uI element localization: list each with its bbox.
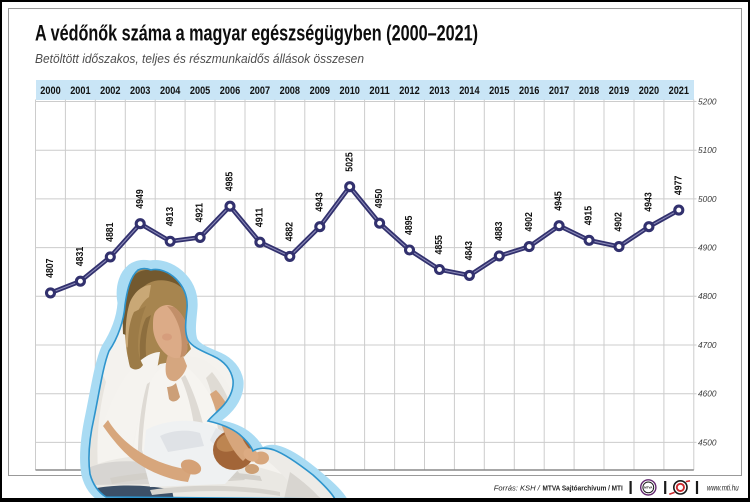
svg-text:2013: 2013 (429, 85, 449, 97)
svg-text:4915: 4915 (584, 205, 595, 225)
svg-text:5025: 5025 (344, 152, 355, 172)
svg-text:4949: 4949 (135, 189, 146, 209)
svg-text:4855: 4855 (434, 235, 445, 255)
svg-text:4700: 4700 (698, 340, 717, 350)
svg-text:4977: 4977 (673, 176, 684, 195)
svg-text:Betöltött időszakos, teljes és: Betöltött időszakos, teljes és részmunka… (35, 52, 364, 66)
svg-text:2019: 2019 (609, 85, 629, 97)
svg-text:4985: 4985 (225, 171, 236, 191)
svg-text:4902: 4902 (614, 212, 625, 231)
svg-text:4943: 4943 (644, 192, 655, 212)
svg-text:4911: 4911 (255, 207, 266, 227)
svg-text:2015: 2015 (489, 85, 509, 97)
svg-text:2003: 2003 (130, 85, 150, 97)
svg-text:2009: 2009 (310, 85, 330, 97)
svg-text:4943: 4943 (314, 192, 325, 212)
svg-text:2011: 2011 (369, 85, 389, 97)
svg-text:2000: 2000 (40, 85, 60, 97)
svg-text:2007: 2007 (250, 85, 270, 97)
svg-text:www.mti.hu: www.mti.hu (707, 483, 739, 492)
svg-text:4883: 4883 (494, 221, 505, 241)
svg-text:2016: 2016 (519, 85, 539, 97)
svg-text:4807: 4807 (45, 259, 56, 278)
svg-text:4921: 4921 (195, 202, 206, 222)
svg-text:2010: 2010 (340, 85, 360, 97)
svg-text:4800: 4800 (698, 291, 717, 301)
svg-text:Forrás: KSH /: Forrás: KSH / (494, 483, 541, 492)
svg-text:4831: 4831 (75, 246, 86, 266)
svg-text:4950: 4950 (374, 189, 385, 208)
svg-text:2006: 2006 (220, 85, 240, 97)
svg-text:2014: 2014 (459, 85, 479, 97)
svg-text:2002: 2002 (100, 85, 120, 97)
svg-text:4900: 4900 (698, 243, 717, 253)
svg-text:2021: 2021 (669, 85, 689, 97)
svg-text:2012: 2012 (399, 85, 419, 97)
svg-text:4881: 4881 (105, 222, 116, 242)
svg-text:4945: 4945 (554, 191, 565, 211)
svg-text:2004: 2004 (160, 85, 180, 97)
svg-text:MTVA Sajtóarchívum / MTI: MTVA Sajtóarchívum / MTI (543, 483, 623, 492)
svg-text:5000: 5000 (698, 194, 717, 204)
svg-text:A védőnők száma a magyar egész: A védőnők száma a magyar egészségügyben … (35, 21, 478, 46)
svg-text:MTVA: MTVA (644, 486, 653, 490)
svg-text:2008: 2008 (280, 85, 300, 97)
svg-text:4882: 4882 (284, 222, 295, 241)
svg-text:4895: 4895 (404, 215, 415, 235)
svg-text:4913: 4913 (165, 206, 176, 226)
svg-text:2020: 2020 (639, 85, 659, 97)
svg-text:2005: 2005 (190, 85, 210, 97)
svg-text:5100: 5100 (698, 145, 717, 155)
svg-text:2017: 2017 (549, 85, 569, 97)
svg-text:5200: 5200 (698, 96, 717, 106)
svg-text:4843: 4843 (464, 240, 475, 260)
svg-text:2018: 2018 (579, 85, 599, 97)
svg-text:4500: 4500 (698, 437, 717, 447)
svg-text:2001: 2001 (70, 85, 90, 97)
svg-text:4600: 4600 (698, 389, 717, 399)
svg-text:4902: 4902 (524, 212, 535, 231)
